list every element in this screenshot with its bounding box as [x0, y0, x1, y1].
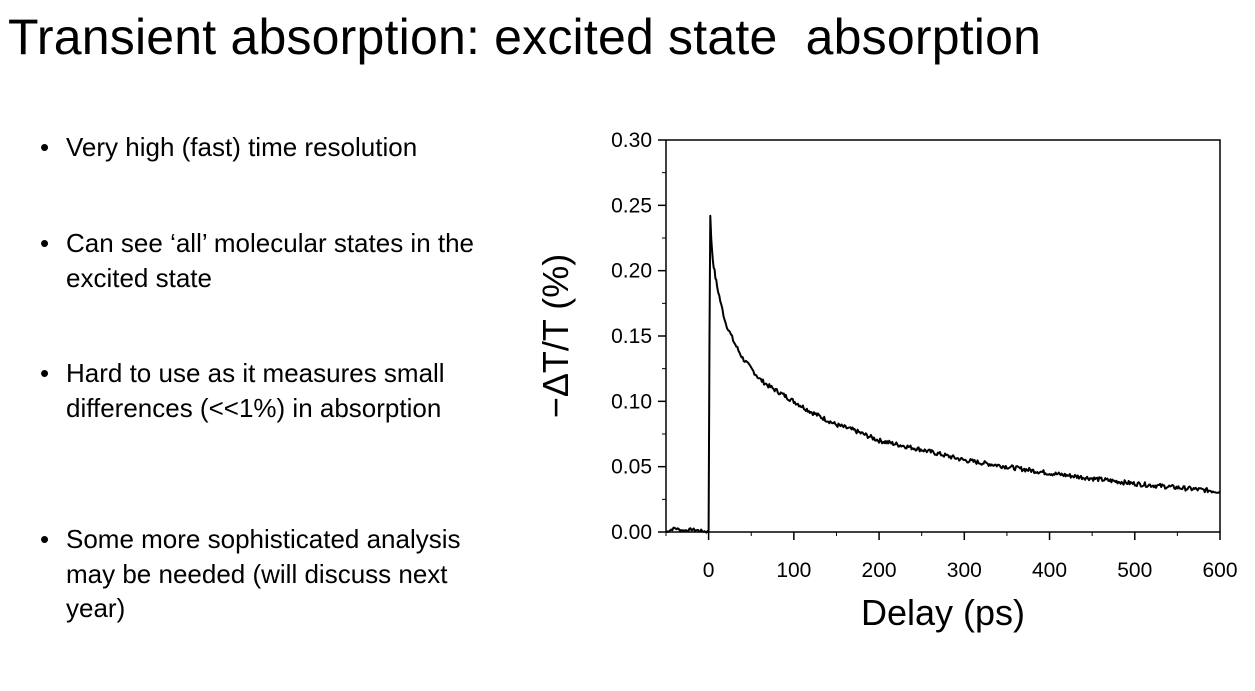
y-tick-label: 0.15 — [611, 325, 652, 348]
plot-frame — [665, 139, 1221, 533]
y-tick-label: 0.25 — [611, 194, 652, 217]
x-tick-label: 0 — [703, 559, 715, 582]
bullet-dot: • — [40, 524, 50, 554]
bullet-dot: • — [40, 132, 50, 162]
bullet-dot: • — [40, 358, 50, 388]
data-series-line — [665, 214, 1221, 534]
x-tick-label: 500 — [1117, 559, 1152, 582]
bullet-text: Hard to use as it measures small differe… — [66, 358, 445, 423]
x-tick-label: 300 — [947, 559, 982, 582]
x-axis-title: Delay (ps) — [861, 592, 1025, 633]
y-axis-title: −ΔT/T (%) — [535, 254, 576, 418]
slide-title: Transient absorption: excited state abso… — [8, 9, 1042, 65]
y-tick-label: 0.30 — [611, 129, 652, 152]
chart-ticks: 0.00 0.05 0.10 0.15 0.20 0.25 0.30 0 100 200 300 40… — [611, 129, 1237, 582]
bullet-text: Some more sophisticated analysis may be … — [66, 524, 461, 623]
y-tick-label: 0.00 — [611, 521, 652, 544]
x-tick-label: 400 — [1032, 559, 1067, 582]
x-tick-label: 100 — [776, 559, 811, 582]
bullet-dot: • — [40, 228, 50, 258]
y-tick-label: 0.20 — [611, 260, 652, 283]
y-tick-label: 0.05 — [611, 456, 652, 479]
x-tick-label: 600 — [1202, 559, 1237, 582]
x-tick-label: 200 — [862, 559, 897, 582]
bullet-text: Can see ‘all’ molecular states in the ex… — [66, 228, 475, 293]
y-tick-label: 0.10 — [611, 390, 652, 413]
bullet-text: Very high (fast) time resolution — [66, 132, 418, 162]
